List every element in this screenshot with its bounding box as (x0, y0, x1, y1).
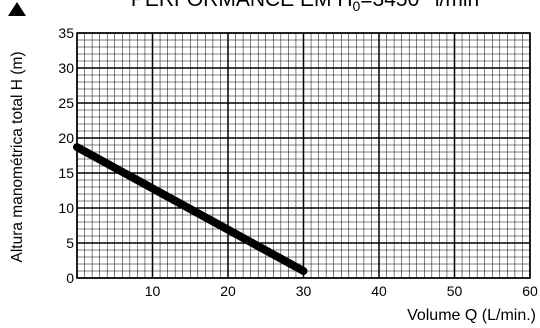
x-tick-label: 50 (447, 283, 463, 299)
y-tick-label: 35 (58, 25, 74, 41)
x-axis-label: Volume Q (L/min.) (407, 307, 536, 324)
chart-grid (76, 32, 531, 279)
x-tick-label: 40 (371, 283, 387, 299)
x-tick-label: 30 (296, 283, 312, 299)
chart-title-unit: l/min (435, 0, 479, 11)
chart-title-prefix: PERFORMANCE EM H (131, 0, 353, 11)
tick-labels: 10 20 30 40 50 60 0 5 10 15 20 25 30 35 (58, 25, 538, 299)
x-tick-label: 60 (522, 283, 538, 299)
chart-title-suffix: =3450 (360, 0, 419, 11)
y-tick-label: 0 (66, 270, 74, 286)
y-tick-label: 25 (58, 95, 74, 111)
series-line-1 (73, 143, 308, 275)
y-axis-arrow-icon (8, 2, 26, 16)
plot-frame (76, 32, 531, 279)
y-tick-label: 15 (58, 165, 74, 181)
y-tick-label: 20 (58, 130, 74, 146)
y-tick-label: 5 (66, 235, 74, 251)
chart-title: PERFORMANCE EM H0=3450-1 l/min (131, 0, 479, 14)
chart-title-subscript: 0 (353, 0, 361, 14)
x-tick-label: 20 (220, 283, 236, 299)
chart-title-superscript: -1 (419, 0, 431, 1)
series-layer (73, 143, 308, 275)
y-axis-label: Altura manométrica total H (m) (9, 51, 26, 262)
x-tick-label: 10 (145, 283, 161, 299)
y-tick-label: 10 (58, 200, 74, 216)
y-tick-label: 30 (58, 60, 74, 76)
plot-border (76, 32, 531, 279)
